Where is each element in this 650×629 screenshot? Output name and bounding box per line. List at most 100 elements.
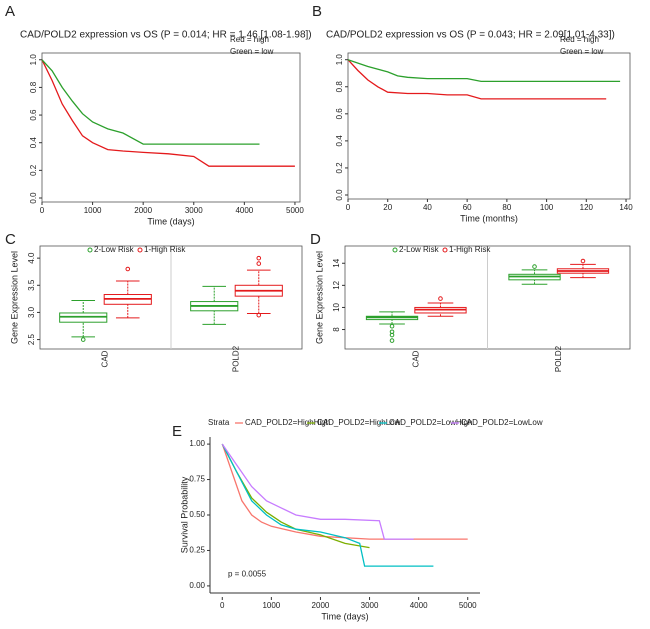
y-tick-label: 3.5 [27,279,36,291]
y-tick-label: 0.8 [335,81,344,93]
y-tick-label: 1.00 [189,439,205,448]
x-tick-label: 3000 [185,206,203,215]
legend-swatch [392,247,398,253]
y-tick-label: 8 [332,327,341,332]
y-tick-label: 0.2 [29,164,38,176]
y-tick-label: 0.25 [189,546,205,555]
outlier [125,266,131,272]
y-tick-label: 0.0 [29,192,38,204]
survival-curve [347,59,621,83]
y-tick-label: 1.0 [335,54,344,66]
x-tick-label: 5000 [459,601,477,610]
x-tick-label: 20 [383,203,392,212]
x-tick-label: 2000 [134,206,152,215]
legend-label: 1-High Risk [144,245,186,254]
y-axis-label: Gene Expression Level [9,251,19,344]
y-tick-label: 0.4 [29,137,38,149]
x-tick-label: 4000 [235,206,253,215]
panel-label: D [310,231,321,248]
x-tick-label: 0 [220,601,225,610]
y-tick-label: 0.4 [335,135,344,147]
outlier [389,332,395,338]
legend-label: CAD_POLD2=HighLow [317,418,401,427]
x-axis-label: Time (months) [460,213,518,223]
y-tick-label: 0.50 [189,510,205,519]
y-tick-label: 1.0 [29,54,38,66]
panel-label: C [5,231,16,248]
x-tick-label: 1000 [262,601,280,610]
legend-label: CAD_POLD2=LowHigh [389,418,472,427]
outlier [256,255,262,261]
legend-label: CAD_POLD2=HighHigh [245,418,330,427]
y-tick-label: 3.0 [27,306,36,318]
x-tick-label: 1000 [84,206,102,215]
y-tick-label: 0.2 [335,162,344,174]
annotation: p = 0.0055 [228,570,267,579]
x-tick-label: 100 [540,203,554,212]
x-tick-label: 40 [423,203,432,212]
legend-swatch [87,247,93,253]
outlier [438,296,443,301]
legend-label: Red = high [560,35,599,44]
legend-label: 2-Low Risk [399,245,440,254]
x-tick-label: 140 [619,203,633,212]
panel-label: A [5,3,15,20]
x-tick-label: 0 [346,203,351,212]
y-tick-label: 0.75 [189,475,205,484]
outlier [80,337,86,342]
legend-label: 2-Low Risk [94,245,135,254]
x-axis-label: Time (days) [147,216,194,226]
x-tick-label: 3000 [361,601,379,610]
y-axis-label: Survival Probability [179,476,189,553]
outlier [256,261,262,266]
outlier [580,258,586,264]
outlier [389,338,395,343]
x-tick-label: CAD [101,350,110,367]
x-tick-label: 120 [580,203,594,212]
y-tick-label: 0.8 [29,81,38,93]
x-tick-label: 60 [463,203,472,212]
x-tick-label: 80 [502,203,511,212]
y-tick-label: 2.5 [27,333,36,345]
survival-curve [347,59,607,100]
survival-curve [221,443,468,540]
plot-frame [347,52,631,200]
x-tick-label: POLD2 [554,345,563,372]
x-tick-label: 4000 [410,601,428,610]
y-tick-label: 0.0 [335,189,344,201]
legend-label: Green = low [230,47,274,56]
legend-swatch [442,247,448,253]
survival-curve [41,59,295,167]
outlier [532,264,537,269]
y-tick-label: 14 [332,258,341,267]
x-tick-label: 0 [40,206,45,215]
survival-curve [221,443,434,567]
y-tick-label: 10 [332,302,341,311]
legend-title: Strata [208,418,230,427]
y-tick-label: 0.00 [189,581,205,590]
y-tick-label: 12 [332,280,341,289]
survival-curve [41,59,260,145]
x-axis-label: Time (days) [321,611,368,621]
x-tick-label: 5000 [286,206,304,215]
x-tick-label: 2000 [312,601,330,610]
legend-label: Red = high [230,35,269,44]
chart-title: CAD/POLD2 expression vs OS (P = 0.014; H… [20,30,312,41]
legend-swatch [137,247,143,253]
chart-title: CAD/POLD2 expression vs OS (P = 0.043; H… [326,30,615,41]
y-tick-label: 0.6 [335,108,344,120]
y-tick-label: 0.6 [29,109,38,121]
legend-label: CAD_POLD2=LowLow [461,418,543,427]
panel-label: B [312,3,322,20]
outlier [256,312,262,318]
legend-label: Green = low [560,47,604,56]
y-tick-label: 4.0 [27,252,36,264]
x-tick-label: POLD2 [232,345,241,372]
plot-frame [41,52,301,203]
outlier [389,323,395,329]
x-tick-label: CAD [411,350,420,367]
legend-label: 1-High Risk [449,245,491,254]
survival-curve [221,443,414,540]
y-axis-label: Gene Expression Level [314,251,324,344]
